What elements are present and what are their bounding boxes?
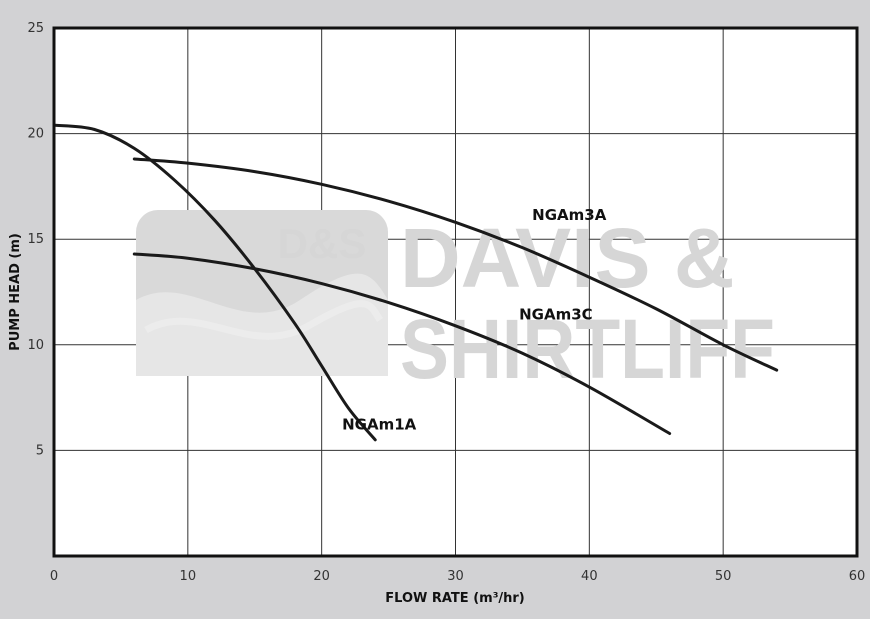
y-tick-label-10: 10 [27, 338, 44, 353]
series-label-ngam3a: NGAm3A [532, 206, 607, 224]
plot-frame [52, 26, 859, 558]
y-tick-label-20: 20 [27, 127, 44, 142]
watermark-line1: DAVIS & [400, 211, 734, 305]
watermark-wave-shape [136, 273, 388, 376]
y-tick-label-25: 25 [27, 21, 44, 36]
y-axis-title: PUMP HEAD (m) [8, 233, 23, 351]
series-labels: NGAm1A NGAm3A NGAm3C [342, 206, 607, 433]
watermark-line2: SHIRTLIFF [400, 302, 775, 396]
y-tick-label-15: 15 [27, 232, 44, 247]
x-axis-title: FLOW RATE (m³/hr) [385, 591, 525, 606]
x-tick-label-10: 10 [180, 569, 197, 584]
y-tick-label-5: 5 [36, 443, 44, 458]
x-tick-label-20: 20 [313, 569, 330, 584]
y-axis-ticks: 5 10 15 20 25 [27, 21, 44, 458]
series-label-ngam1a: NGAm1A [342, 415, 417, 433]
x-tick-label-30: 30 [447, 569, 464, 584]
x-tick-label-60: 60 [849, 569, 866, 584]
watermark-badge: D&S [278, 220, 367, 267]
davis-shirtliff-watermark: D&S DAVIS & SHIRTLIFF [136, 210, 775, 396]
curve-ngam3a [132, 157, 779, 372]
curve-ngam3c [132, 252, 672, 436]
x-tick-label-0: 0 [50, 569, 58, 584]
x-axis-ticks: 0 10 20 30 40 50 60 [50, 569, 865, 584]
curve-ngam1a [52, 123, 377, 442]
series-label-ngam3c: NGAm3C [519, 305, 593, 323]
x-tick-label-50: 50 [715, 569, 732, 584]
pump-curves [52, 123, 779, 442]
x-tick-label-40: 40 [581, 569, 598, 584]
